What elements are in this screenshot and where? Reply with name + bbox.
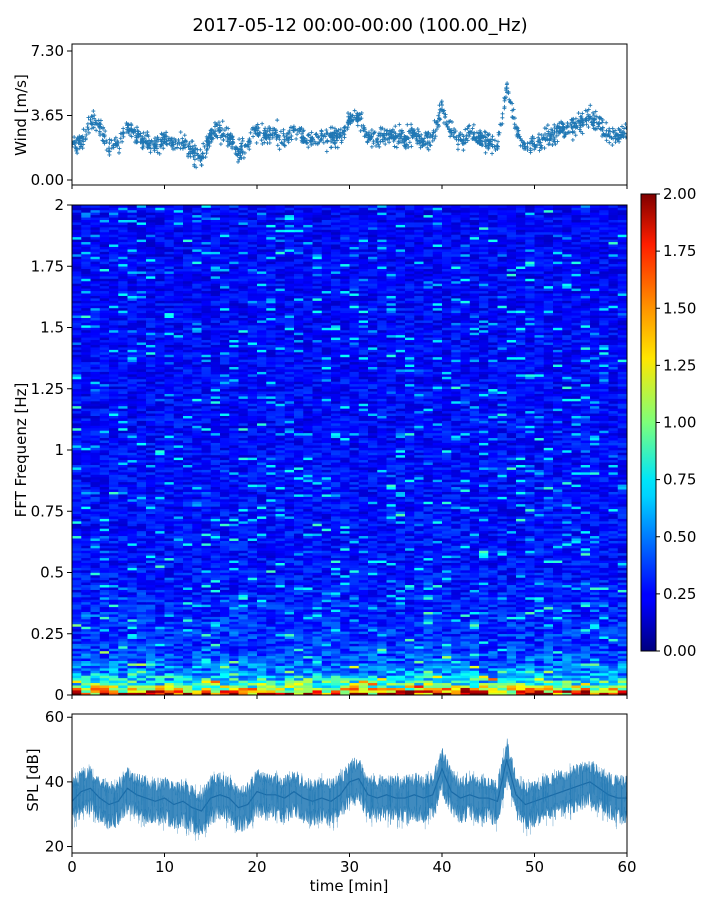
spectrogram-y-tick-label: 1: [54, 441, 64, 459]
spl-y-tick-label: 40: [45, 773, 64, 791]
wind-y-tick-label: 7.30: [31, 42, 64, 60]
wind-data-point: [569, 124, 574, 130]
spl-y-axis-label: SPL [dB]: [24, 748, 42, 811]
spectrogram-y-tick-label: 2: [54, 196, 64, 214]
spl-x-tick-label: 0: [67, 858, 77, 876]
spl-x-tick-label: 30: [340, 858, 359, 876]
spectrogram-panel: 0 0.25 0.5 0.75 1 1.25 1.5 1.75 2 FFT Frequenz […: [12, 196, 628, 704]
colorbar-tick-label: 1.25: [663, 356, 696, 374]
wind-data-point: [88, 117, 93, 123]
wind-y-axis-label: Wind [m/s]: [12, 74, 30, 156]
spectrogram-y-tick-label: 1.75: [31, 257, 64, 275]
spectrogram-y-tick-label: 1.25: [31, 380, 64, 398]
colorbar-tick-label: 0.75: [663, 471, 696, 489]
wind-y-tick-label: 3.65: [31, 107, 64, 125]
spl-y-tick-label: 60: [45, 708, 64, 726]
colorbar-ticks: 0.00 0.25 0.50 0.75 1.00 1.25 1.50 1.75 2.00: [656, 185, 696, 660]
spl-panel: 20 40 60 0 10 20 30 40 50 60 SPL [dB] time [min]: [24, 708, 637, 895]
spl-x-tick-label: 10: [155, 858, 174, 876]
spectrogram-x-ticks: [71, 695, 628, 699]
colorbar-tick-label: 2.00: [663, 185, 696, 203]
spectrogram-y-tick-label: 0.25: [31, 625, 64, 643]
spl-x-axis-label: time [min]: [310, 877, 389, 895]
spl-x-tick-label: 20: [247, 858, 266, 876]
spl-x-ticks: 0 10 20 30 40 50 60: [67, 853, 637, 876]
spl-x-tick-label: 40: [432, 858, 451, 876]
colorbar-tick-label: 0.25: [663, 585, 696, 603]
spectrogram-y-tick-label: 1.5: [40, 319, 64, 337]
colorbar-gradient: [640, 193, 657, 652]
spectrogram-heatmap: [72, 205, 628, 696]
colorbar-tick-label: 1.75: [663, 242, 696, 260]
colorbar-tick-label: 0.00: [663, 642, 696, 660]
figure-title: 2017-05-12 00:00-00:00 (100.00_Hz): [192, 15, 527, 36]
colorbar-tick-label: 1.50: [663, 299, 696, 317]
wind-y-ticks: 0.00 3.65 7.30: [31, 42, 72, 189]
spl-noise-band: [72, 738, 627, 841]
spectrogram-y-ticks: 0 0.25 0.5 0.75 1 1.25 1.5 1.75 2: [31, 196, 72, 704]
wind-scatter-series: [72, 81, 627, 170]
spl-x-tick-label: 50: [525, 858, 544, 876]
spl-x-tick-label: 60: [617, 858, 636, 876]
spl-y-ticks: 20 40 60: [45, 708, 72, 856]
colorbar-tick-label: 1.00: [663, 414, 696, 432]
wind-panel: 0.00 3.65 7.30 Wind [m/s]: [12, 42, 628, 189]
colorbar-tick-label: 0.50: [663, 528, 696, 546]
colorbar: 0.00 0.25 0.50 0.75 1.00 1.25 1.50 1.75 2.00: [640, 185, 696, 660]
spl-y-tick-label: 20: [45, 838, 64, 856]
wind-y-tick-label: 0.00: [31, 171, 64, 189]
spectrogram-y-tick-label: 0.5: [40, 564, 64, 582]
spectrogram-y-tick-label: 0: [54, 686, 64, 704]
spectrogram-y-axis-label: FFT Frequenz [Hz]: [12, 383, 30, 518]
wind-data-point: [624, 131, 627, 137]
spectrogram-y-tick-label: 0.75: [31, 502, 64, 520]
wind-x-ticks: [71, 185, 628, 189]
